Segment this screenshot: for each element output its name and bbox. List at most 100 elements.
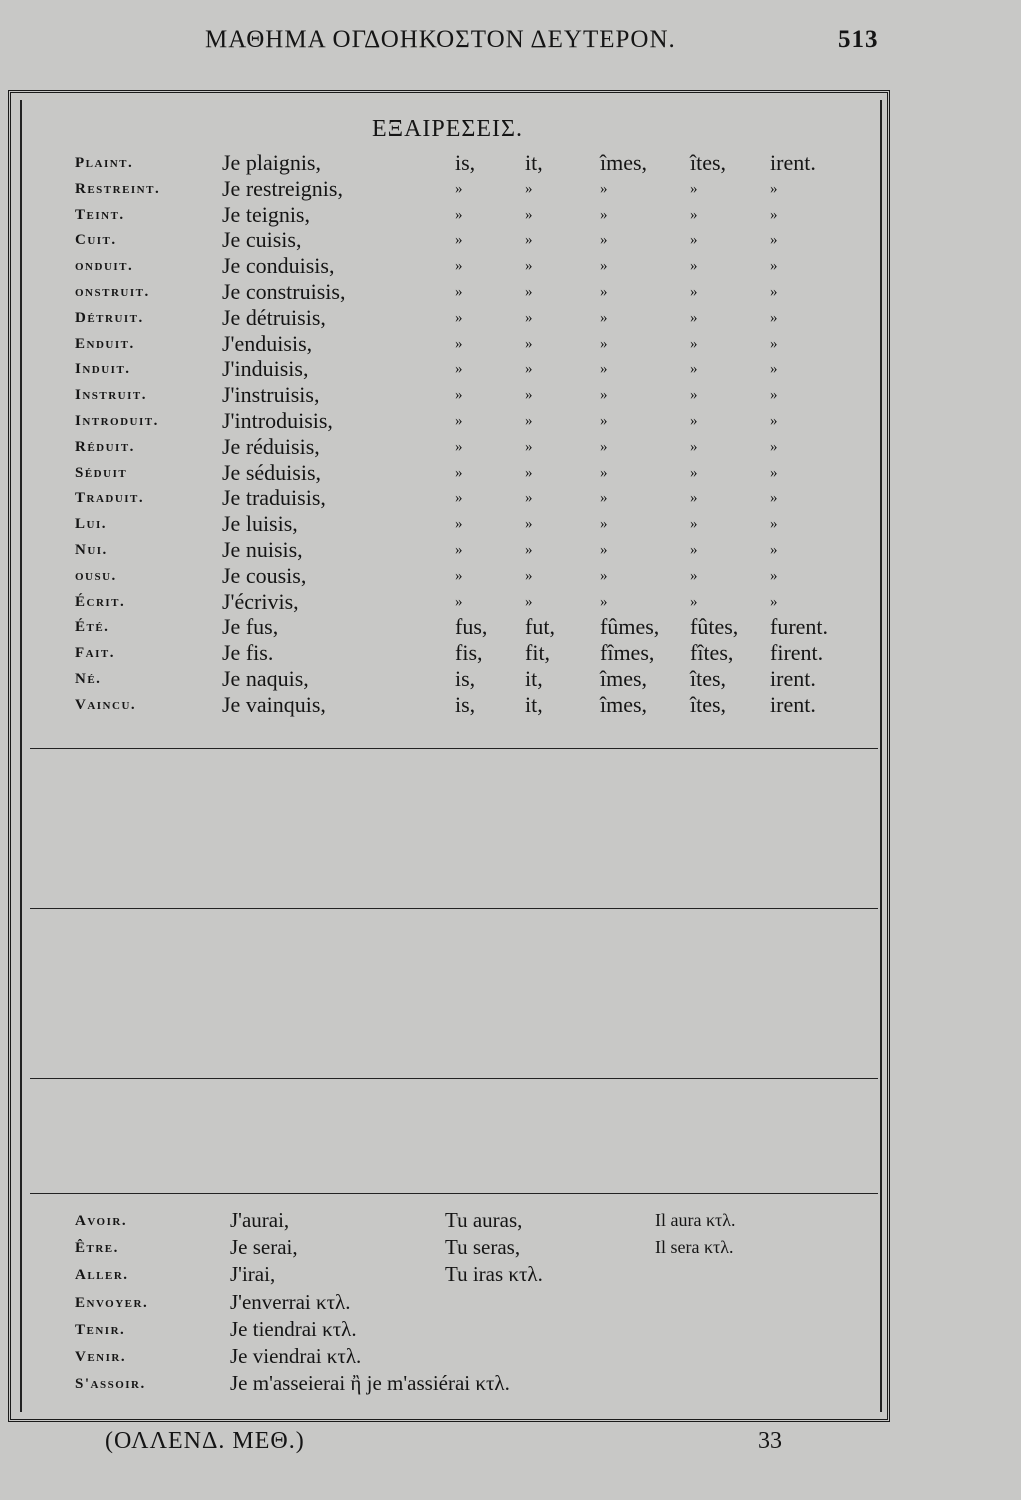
ditto-mark: » [690, 361, 698, 378]
ending: fit, [525, 640, 551, 666]
future-form: Tu seras, [445, 1235, 521, 1260]
ditto-mark: » [600, 490, 608, 507]
ditto-mark: » [525, 284, 533, 300]
ditto-mark: » [690, 490, 698, 507]
verb-label: Induit. [75, 361, 131, 378]
ending: îmes, [600, 150, 648, 175]
future-form: J'aurai, [230, 1208, 290, 1232]
divider [30, 748, 878, 749]
verb-label: Teint. [75, 206, 125, 223]
divider [30, 1078, 878, 1079]
verb-label: onstruit. [75, 284, 150, 300]
past-form: J'induisis, [222, 356, 309, 382]
ditto-mark: » [455, 206, 463, 223]
ditto-mark: » [690, 309, 698, 326]
ditto-mark: » [690, 258, 698, 275]
ditto-mark: » [600, 180, 608, 197]
ending: irent. [770, 150, 816, 175]
verb-label: Nui. [75, 542, 108, 558]
ditto-mark: » [600, 232, 608, 249]
ditto-mark: » [525, 593, 533, 610]
ditto-mark: » [525, 567, 533, 584]
verb-label: Enduit. [75, 335, 135, 352]
ditto-mark: » [455, 335, 463, 352]
ditto-mark: » [525, 232, 533, 249]
verb-label: Tenir. [75, 1321, 126, 1338]
ditto-mark: » [690, 232, 698, 249]
ditto-mark: » [455, 490, 463, 507]
past-form: Je cuisis, [222, 227, 302, 253]
ditto-mark: » [770, 309, 778, 326]
ditto-mark: » [690, 387, 698, 404]
ending: irent. [770, 691, 816, 717]
verb-label: Introduit. [75, 413, 159, 429]
past-form: Je vainquis, [222, 691, 326, 717]
ditto-mark: » [690, 593, 698, 610]
ditto-mark: » [455, 464, 463, 481]
ditto-mark: » [600, 516, 608, 533]
divider [30, 908, 878, 909]
ditto-mark: » [770, 593, 778, 610]
past-form: Je fus, [222, 614, 279, 640]
ditto-mark: » [600, 464, 608, 481]
verb-label: Détruit. [75, 309, 144, 326]
verb-label: Écrit. [75, 593, 126, 610]
ditto-mark: » [770, 284, 778, 300]
future-form: Il aura κτλ. [655, 1210, 736, 1230]
verb-label: Lui. [75, 516, 107, 533]
verb-label: Réduit. [75, 438, 135, 455]
ditto-mark: » [600, 361, 608, 378]
past-form: Je plaignis, [222, 150, 321, 175]
ditto-mark: » [770, 438, 778, 455]
ditto-mark: » [690, 516, 698, 533]
verb-label: ousu. [75, 567, 117, 584]
verb-label: Traduit. [75, 490, 145, 507]
ditto-mark: » [690, 180, 698, 197]
ending: fîmes, [600, 640, 655, 666]
past-form: Je détruisis, [222, 304, 326, 330]
ditto-mark: » [770, 413, 778, 429]
verb-label: Cuit. [75, 232, 117, 249]
ditto-mark: » [525, 335, 533, 352]
ditto-mark: » [525, 464, 533, 481]
future-form: Tu iras κτλ. [445, 1262, 543, 1287]
verb-label: Restreint. [75, 180, 161, 197]
past-form: Je teignis, [222, 201, 310, 227]
ending: furent. [770, 614, 829, 640]
ending: îmes, [600, 666, 648, 691]
ditto-mark: » [455, 438, 463, 455]
past-form: Je réduisis, [222, 433, 320, 459]
ending: irent. [770, 666, 816, 691]
ending: fîtes, [690, 640, 734, 666]
future-form: Je tiendrai κτλ. [230, 1316, 357, 1341]
ending: is, [455, 666, 476, 691]
ditto-mark: » [770, 464, 778, 481]
ending: îtes, [690, 666, 727, 691]
ending: îtes, [690, 691, 727, 717]
ditto-mark: » [770, 567, 778, 584]
ditto-mark: » [455, 413, 463, 429]
running-title: ΜΑΘΗΜΑ ΟΓΔΟΗΚΟΣΤΟΝ ΔΕΥΤΕΡΟΝ. [205, 26, 676, 53]
past-form: Je construisis, [222, 279, 346, 304]
ending: fus, [455, 614, 488, 640]
ditto-mark: » [455, 232, 463, 249]
past-form: J'enduisis, [222, 330, 313, 356]
ditto-mark: » [525, 490, 533, 507]
future-form: Je m'asseierai ἢ je m'assiérai κτλ. [230, 1371, 510, 1396]
ditto-mark: » [525, 206, 533, 223]
past-form: Je cousis, [222, 562, 307, 588]
verb-label: Venir. [75, 1349, 127, 1365]
future-form: J'enverrai κτλ. [230, 1289, 351, 1314]
ending: fûmes, [600, 614, 660, 640]
future-form: Il sera κτλ. [655, 1237, 734, 1258]
verb-label: Été. [75, 619, 110, 636]
ditto-mark: » [600, 567, 608, 584]
ditto-mark: » [690, 464, 698, 481]
past-form: Je fis. [222, 640, 274, 666]
verb-label: Fait. [75, 645, 115, 662]
verb-label: Avoir. [75, 1213, 128, 1229]
ditto-mark: » [455, 361, 463, 378]
ditto-mark: » [770, 335, 778, 352]
ending: fûtes, [690, 614, 739, 640]
ditto-mark: » [525, 413, 533, 429]
